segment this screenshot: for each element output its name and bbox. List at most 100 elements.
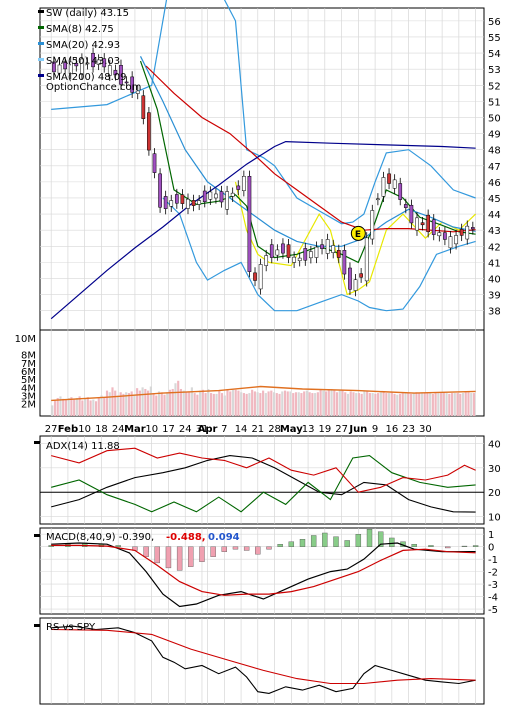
volume-bar xyxy=(240,392,243,416)
panel-frame-rs xyxy=(39,617,485,705)
series-sma-200- xyxy=(50,140,476,320)
volume-bar xyxy=(149,386,152,416)
adx-tick-label: 10 xyxy=(488,513,501,524)
macd-histogram-bar xyxy=(299,539,306,547)
volume-bar xyxy=(114,390,117,416)
volume-bar xyxy=(188,391,191,416)
macd-histogram-bar xyxy=(255,546,261,555)
volume-bar xyxy=(423,393,426,416)
volume-bar xyxy=(105,390,109,416)
candle-up xyxy=(465,225,470,240)
candle-up xyxy=(370,210,375,240)
candle-up xyxy=(292,256,296,263)
price-tick-label: 46 xyxy=(488,178,501,189)
candle-down xyxy=(420,222,425,226)
volume-bar xyxy=(467,392,470,416)
volume-bar xyxy=(308,392,311,416)
candle-down xyxy=(163,196,168,209)
volume-bar xyxy=(357,393,361,416)
x-tick-label: Apr xyxy=(198,424,218,435)
volume-bar xyxy=(174,383,177,416)
x-tick-label: 30 xyxy=(419,424,432,435)
volume-bar xyxy=(434,392,437,416)
volume-bar xyxy=(289,391,292,416)
macd-legend: MACD(8,40,9) -0.390, xyxy=(46,532,154,543)
candle-down xyxy=(124,81,129,84)
price-tick-label: 55 xyxy=(488,33,501,44)
volume-bar xyxy=(472,393,476,416)
panel-frame-macd xyxy=(39,527,485,615)
volume-bar xyxy=(182,390,185,416)
candle-down xyxy=(336,250,341,258)
candle-down xyxy=(219,191,224,203)
volume-bar xyxy=(426,393,429,416)
adx-series xyxy=(51,455,476,513)
volume-bar xyxy=(51,405,54,416)
volume-bar xyxy=(459,393,462,416)
volume-bar xyxy=(341,389,344,416)
volume-bar xyxy=(398,393,402,416)
volume-bar xyxy=(226,388,229,416)
rs-legend-swatch xyxy=(34,624,40,627)
volume-bar xyxy=(218,390,221,416)
volume-bar xyxy=(89,400,92,416)
adx-tick-label: 30 xyxy=(488,464,501,475)
volume-bar xyxy=(147,390,150,416)
macd-histogram-bar xyxy=(461,545,468,547)
x-tick-label: 28 xyxy=(268,424,281,435)
macd-histogram-bar xyxy=(210,546,216,557)
x-tick-label: 23 xyxy=(402,424,415,435)
candle-down xyxy=(443,232,447,240)
macd-histogram-bar xyxy=(472,545,479,547)
candle-down xyxy=(403,204,408,208)
candle-up xyxy=(297,257,302,262)
macd-histogram-bar xyxy=(165,546,172,569)
macd-histogram-bar xyxy=(266,546,272,550)
volume-bar xyxy=(237,390,240,416)
macd-histogram-bar xyxy=(389,537,395,547)
candle-down xyxy=(281,243,285,254)
x-tick-label: 21 xyxy=(251,424,264,435)
candle-down xyxy=(303,248,308,261)
price-tick-label: 53 xyxy=(488,65,501,76)
volume-bar xyxy=(267,391,270,416)
volume-bar xyxy=(286,391,289,416)
candle-down xyxy=(191,200,196,206)
volume-bar xyxy=(234,389,237,416)
volume-bar xyxy=(75,397,78,416)
macd-series xyxy=(51,542,476,608)
volume-bar xyxy=(461,393,465,416)
candle-down xyxy=(158,173,162,208)
volume-bar xyxy=(177,380,180,416)
macd-legend-swatch xyxy=(34,534,40,537)
adx-legend-swatch xyxy=(34,441,40,444)
macd-histogram-bar xyxy=(444,546,451,549)
volume-bar xyxy=(311,393,314,416)
volume-bar xyxy=(382,392,385,416)
candle-up xyxy=(264,255,269,266)
volume-bar xyxy=(278,393,281,416)
candle-up xyxy=(314,246,319,258)
candle-up xyxy=(376,198,380,201)
macd-histogram-bar xyxy=(199,546,205,562)
legend-swatch xyxy=(38,26,44,29)
rs-series xyxy=(51,628,476,685)
candle-up xyxy=(169,200,174,207)
volume-bar xyxy=(207,388,210,416)
volume-bar xyxy=(368,393,371,416)
candle-down xyxy=(253,272,257,281)
candle-down xyxy=(130,76,135,93)
macd-histogram-bar xyxy=(188,546,194,567)
candle-up xyxy=(258,264,263,290)
volume-bar xyxy=(401,392,404,416)
candle-down xyxy=(470,227,475,230)
volume-bar xyxy=(138,390,141,416)
volume-bar xyxy=(166,392,169,416)
x-tick-label: 18 xyxy=(95,424,108,435)
candle-up xyxy=(214,193,218,199)
candle-down xyxy=(387,173,391,184)
volume-bar xyxy=(407,393,410,416)
volume-bar xyxy=(292,393,295,416)
